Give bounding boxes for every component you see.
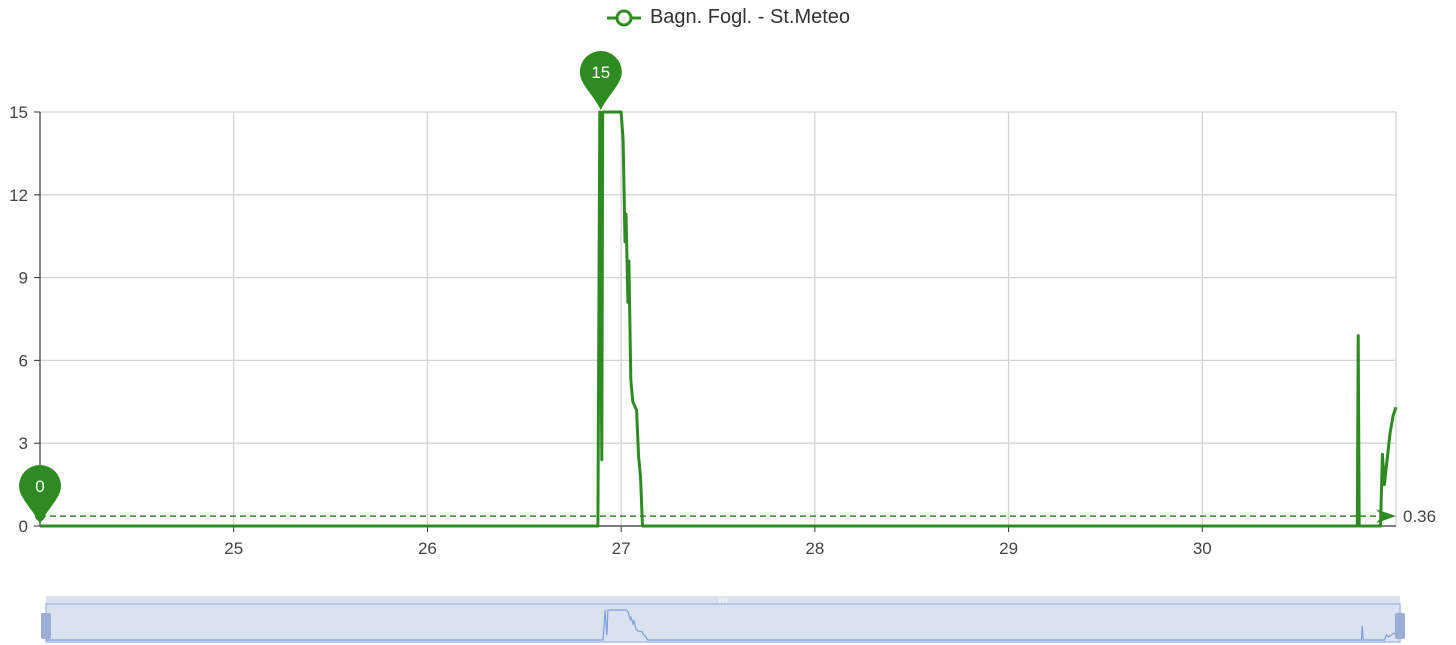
data-zoom-slider[interactable] <box>41 596 1405 643</box>
marker-pin: 0 <box>19 465 61 524</box>
x-tick-label: 29 <box>999 539 1018 558</box>
average-mark-line: 0.36 <box>35 507 1436 526</box>
legend-line-circle-icon <box>606 9 641 26</box>
y-tick-labels: 0 3 6 9 12 15 <box>9 103 28 536</box>
axes <box>34 111 1396 532</box>
x-tick-label: 27 <box>612 539 631 558</box>
y-tick-label: 0 <box>19 517 28 536</box>
legend-item[interactable]: Bagn. Fogl. - St.Meteo <box>606 6 850 29</box>
marker-pin-label: 0 <box>35 477 44 496</box>
series-line <box>40 110 1398 528</box>
y-tick-label: 15 <box>9 103 28 122</box>
marker-pin-shape <box>19 465 61 524</box>
x-tick-label: 28 <box>805 539 824 558</box>
y-tick-label: 12 <box>9 186 28 205</box>
legend[interactable]: Bagn. Fogl. - St.Meteo <box>0 6 1456 33</box>
x-tick-label: 25 <box>224 539 243 558</box>
marker-pin-shape <box>579 51 622 110</box>
legend-label: Bagn. Fogl. - St.Meteo <box>649 6 851 28</box>
x-tick-labels: 25 26 27 28 29 30 <box>224 539 1211 558</box>
zoom-window <box>45 603 1401 643</box>
marker-pin-label: 15 <box>591 63 610 82</box>
zoom-preview-line <box>46 609 1401 641</box>
grid <box>40 111 1397 526</box>
marker-pin: 15 <box>579 51 622 110</box>
y-tick-label: 9 <box>19 269 28 288</box>
y-tick-label: 6 <box>19 351 28 370</box>
x-tick-label: 26 <box>418 539 437 558</box>
y-tick-label: 3 <box>19 434 28 453</box>
series-group <box>40 110 1398 528</box>
zoom-handle-right[interactable] <box>1395 613 1405 639</box>
marker-pins: 15 0 <box>19 51 622 524</box>
x-tick-label: 30 <box>1193 539 1212 558</box>
mark-line-label: 0.36 <box>1403 507 1436 526</box>
mark-line-arrow <box>1376 509 1396 524</box>
zoom-handle-left[interactable] <box>41 613 51 639</box>
